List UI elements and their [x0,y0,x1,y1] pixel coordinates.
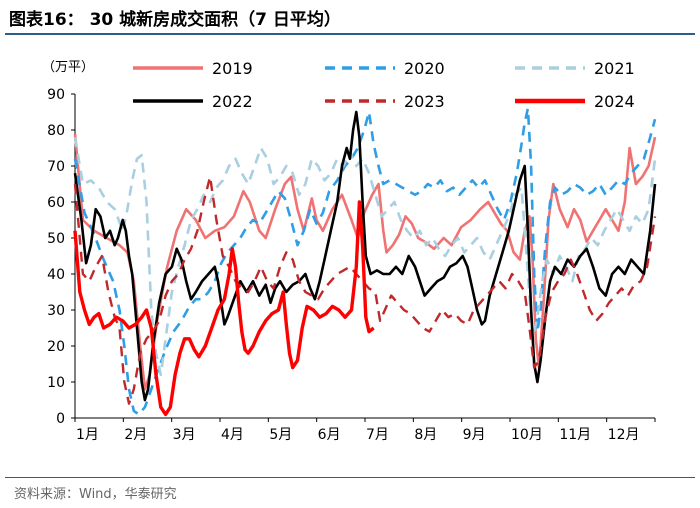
y-tick-label: 40 [47,267,65,283]
y-tick-label: 0 [56,411,65,427]
legend-label-2021: 2021 [594,59,635,78]
y-unit-label: （万平） [42,60,94,75]
y-tick-label: 70 [47,159,65,175]
top-rule [5,33,695,35]
y-tick-label: 90 [47,87,65,103]
y-tick-label: 10 [47,375,65,391]
x-tick-label: 1月 [76,427,99,443]
x-tick-label: 11月 [559,427,591,443]
series-line-2020 [73,107,657,416]
series-layer [73,107,657,417]
legend-label-2019: 2019 [212,59,253,78]
legend-label-2020: 2020 [404,59,445,78]
x-tick-label: 12月 [608,427,640,443]
x-tick-label: 9月 [463,427,486,443]
x-tick-label: 4月 [221,427,244,443]
x-tick-label: 7月 [366,427,389,443]
x-tick-label: 3月 [173,427,196,443]
x-tick-label: 6月 [318,427,341,443]
y-tick-label: 60 [47,195,65,211]
x-tick-label: 10月 [511,427,543,443]
y-tick-label: 30 [47,303,65,319]
x-tick-label: 5月 [269,427,292,443]
chart-title: 图表16： 30 城新房成交面积（7 日平均） [9,10,341,30]
x-tick-label: 2月 [124,427,147,443]
chart: （万平） 0 10 20 30 40 50 60 70 80 90 1月 2月 3月 4月 5月 6月 7月 8月 9… [42,59,657,443]
series-line-2024 [73,200,375,417]
series-line-2019 [73,133,657,391]
x-tick-label: 8月 [414,427,437,443]
legend-label-2024: 2024 [594,92,635,111]
axes-layer: （万平） 0 10 20 30 40 50 60 70 80 90 1月 2月 3月 4月 5月 6月 7月 8月 9… [42,60,656,443]
series-line-2022 [73,110,657,402]
series-line-2021 [73,136,657,377]
legend-label-2022: 2022 [212,92,253,111]
y-tick-label: 50 [47,231,65,247]
y-tick-label: 20 [47,339,65,355]
legend-label-2023: 2023 [404,92,445,111]
y-tick-label: 80 [47,123,65,139]
source-note: 资料来源：Wind，华泰研究 [14,487,177,502]
bottom-rule [5,477,695,478]
legend: 2019 2020 2021 2022 2023 2024 [133,59,635,111]
